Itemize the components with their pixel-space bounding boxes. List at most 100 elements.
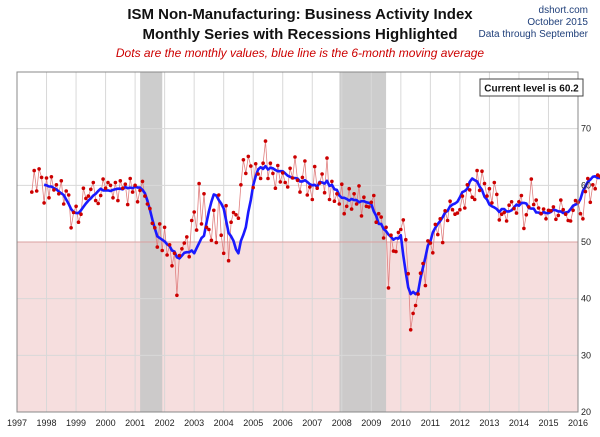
monthly-value-dot xyxy=(263,139,268,143)
monthly-value-dot xyxy=(359,214,364,218)
monthly-value-dot xyxy=(527,205,531,209)
chart-title: ISM Non-Manufacturing: Business Activity… xyxy=(127,6,473,23)
monthly-value-dot xyxy=(372,193,376,198)
monthly-value-dot xyxy=(157,222,162,226)
monthly-value-dot xyxy=(539,211,543,216)
monthly-value-dot xyxy=(379,215,384,219)
monthly-value-dot xyxy=(84,196,88,201)
monthly-value-dot xyxy=(450,207,455,212)
current-level-box xyxy=(479,78,584,97)
monthly-value-dot xyxy=(413,303,418,308)
monthly-value-dot xyxy=(369,200,374,205)
monthly-value-dot xyxy=(256,172,260,176)
monthly-value-dot xyxy=(64,189,68,193)
monthly-value-dot xyxy=(340,182,344,186)
monthly-value-dot xyxy=(202,192,206,196)
monthly-value-dot xyxy=(298,190,302,194)
x-tick-label: 2005 xyxy=(243,418,263,428)
monthly-value-dot xyxy=(153,226,157,230)
monthly-value-dot xyxy=(394,249,398,254)
monthly-value-dot xyxy=(349,207,354,211)
monthly-value-dot xyxy=(433,222,438,227)
monthly-value-dot xyxy=(61,202,66,206)
monthly-value-dot xyxy=(74,204,78,209)
monthly-value-dot xyxy=(495,192,499,197)
monthly-value-dot xyxy=(290,176,295,180)
monthly-value-dot xyxy=(170,264,174,268)
monthly-value-dot xyxy=(212,208,216,213)
monthly-value-dot xyxy=(325,156,329,160)
monthly-value-dot xyxy=(509,200,514,204)
monthly-value-dot xyxy=(490,201,494,205)
monthly-value-dot xyxy=(312,164,317,169)
monthly-value-dot xyxy=(76,220,81,224)
monthly-value-dot xyxy=(167,243,172,247)
monthly-value-dot xyxy=(81,186,86,190)
monthly-value-dot xyxy=(416,292,420,296)
monthly-value-dot xyxy=(310,197,315,202)
monthly-value-dot xyxy=(150,221,155,226)
monthly-value-dot xyxy=(426,239,430,243)
x-tick-label: 2011 xyxy=(421,418,440,428)
monthly-value-dot xyxy=(522,226,526,231)
monthly-value-dot xyxy=(418,271,423,276)
y-tick-label: 20 xyxy=(581,407,591,417)
monthly-value-dot xyxy=(517,200,521,204)
monthly-value-dot xyxy=(89,187,93,192)
monthly-value-dot xyxy=(266,176,270,181)
x-tick-label: 2008 xyxy=(332,418,352,428)
monthly-value-dot xyxy=(283,180,288,185)
x-tick-label: 1998 xyxy=(37,418,57,428)
monthly-value-dot xyxy=(559,198,563,202)
monthly-value-dot xyxy=(315,186,320,190)
monthly-value-dot xyxy=(209,238,214,243)
monthly-value-dot xyxy=(185,235,189,239)
monthly-value-dot xyxy=(192,210,196,214)
monthly-value-dot xyxy=(44,176,49,180)
monthly-value-dot xyxy=(187,254,191,259)
monthly-value-dot xyxy=(448,199,452,203)
plot-frame xyxy=(16,71,579,413)
monthly-value-dot xyxy=(376,211,381,216)
monthly-value-dot xyxy=(276,163,280,168)
monthly-value-dot xyxy=(148,206,152,211)
chart-title-line-2: Monthly Series with Recessions Highlight… xyxy=(142,26,458,43)
monthly-value-dot xyxy=(475,168,479,173)
monthly-value-dot xyxy=(504,219,509,223)
x-tick-label: 2014 xyxy=(509,418,529,428)
monthly-value-dot xyxy=(586,176,590,181)
monthly-value-dot xyxy=(374,220,379,224)
monthly-value-dot xyxy=(544,217,548,221)
monthly-value-dot xyxy=(177,253,182,258)
monthly-value-dot xyxy=(241,158,246,162)
monthly-value-dot xyxy=(106,180,110,185)
monthly-value-dot xyxy=(322,190,327,195)
monthly-value-dot xyxy=(436,232,440,237)
monthly-value-dot xyxy=(458,207,462,212)
monthly-value-dot xyxy=(389,233,393,237)
monthly-value-dot xyxy=(224,203,228,208)
monthly-value-dot xyxy=(288,166,292,171)
monthly-value-dot xyxy=(140,179,145,184)
monthly-value-dot xyxy=(197,181,201,186)
monthly-value-dot xyxy=(443,209,447,213)
monthly-value-dot xyxy=(536,206,541,210)
current-level-text: Current level is 60.2 xyxy=(484,84,579,95)
monthly-value-dot xyxy=(66,193,71,197)
monthly-value-dot xyxy=(440,240,445,245)
monthly-value-dot xyxy=(362,195,366,199)
source-label: dshort.com xyxy=(538,5,588,16)
monthly-value-dot xyxy=(551,205,556,209)
monthly-value-dot xyxy=(342,211,347,216)
monthly-value-dot xyxy=(278,180,283,184)
monthly-value-dot xyxy=(367,205,371,209)
monthly-value-dot xyxy=(581,217,585,221)
x-tick-label: 2006 xyxy=(273,418,293,428)
x-tick-label: 2007 xyxy=(302,418,322,428)
monthly-value-dot xyxy=(534,198,538,202)
contraction-zone-band xyxy=(17,242,578,412)
monthly-value-dot xyxy=(71,210,76,215)
monthly-value-dot xyxy=(280,171,285,175)
monthly-value-dot xyxy=(554,217,558,222)
